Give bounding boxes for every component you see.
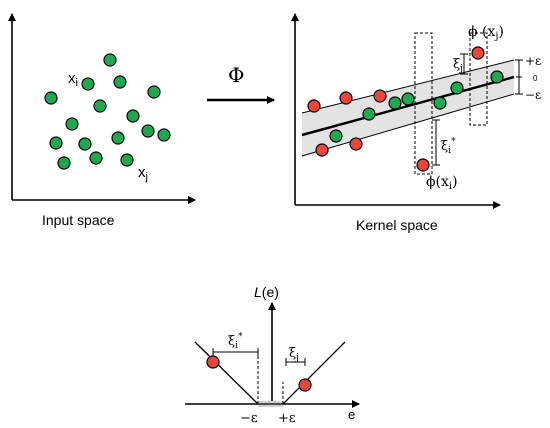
input-point <box>111 131 125 145</box>
red-point <box>349 137 363 151</box>
input-point <box>89 151 103 165</box>
label-zero: 0 <box>533 74 538 83</box>
green-point <box>401 92 415 106</box>
input-point <box>65 117 79 131</box>
label-minus-eps: −ε <box>525 88 541 102</box>
label-xi-i-star: ξi* <box>441 137 456 156</box>
dashed-box-xi <box>414 32 433 175</box>
green-point <box>329 129 343 143</box>
tube-lower-boundary <box>301 93 515 157</box>
green-point <box>490 70 504 84</box>
input-point <box>93 99 107 113</box>
red-point <box>373 89 387 103</box>
regression-line <box>301 75 515 137</box>
loss-ylabel: L(e) <box>254 284 279 300</box>
xi-i-star-bracket <box>432 119 440 166</box>
loss-label-xi-j: ξj <box>289 346 299 363</box>
loss-label-plus-eps: +ε <box>278 411 296 426</box>
loss-xi-i-star-bracket <box>212 348 259 356</box>
loss-red-point-right <box>298 378 312 392</box>
red-point-xj <box>471 46 485 60</box>
dashed-box-xj <box>469 32 488 126</box>
tube-upper-boundary <box>301 59 515 114</box>
red-point <box>307 99 321 113</box>
input-point <box>57 156 71 170</box>
kernel-space-title: Kernel space <box>356 217 438 233</box>
input-space-title: Input space <box>42 212 115 228</box>
red-point <box>315 143 329 157</box>
loss-label-xi-i-star: ξi* <box>228 332 243 351</box>
red-point <box>339 91 353 105</box>
green-point <box>433 96 447 110</box>
loss-label-minus-eps: −ε <box>240 411 258 426</box>
loss-curve <box>194 341 346 405</box>
input-point <box>113 75 127 89</box>
input-space-panel: xi xj Input space <box>8 13 196 228</box>
input-point <box>120 153 134 167</box>
xi-j-bracket <box>460 53 468 75</box>
label-plus-eps: +ε <box>525 54 541 68</box>
input-point <box>49 136 63 150</box>
green-point <box>362 107 376 121</box>
kernel-points <box>307 46 504 172</box>
label-phi-xj: ϕ (xj) <box>468 24 504 42</box>
input-points <box>44 53 171 170</box>
loss-xi-j-bracket <box>285 358 306 366</box>
label-xi: xi <box>68 70 78 89</box>
epsilon-scale <box>515 59 523 95</box>
phi-mapping-symbol: Φ <box>228 63 244 87</box>
green-point <box>450 81 464 95</box>
input-point <box>81 77 95 91</box>
input-point <box>147 85 161 99</box>
mapping-arrow: Φ <box>207 63 275 104</box>
label-phi-xi: ϕ(xi) <box>426 174 458 192</box>
input-point <box>141 124 155 138</box>
label-xj: xj <box>138 164 148 183</box>
input-point <box>44 91 58 105</box>
input-point <box>103 53 117 67</box>
input-point <box>126 109 140 123</box>
kernel-space-panel: ξj ξi* +ε 0 −ε ϕ (xj) ϕ(xi) Kernel space <box>291 13 541 233</box>
label-xi-j: ξj <box>453 57 463 74</box>
red-point-xi <box>416 158 430 172</box>
input-point <box>157 128 171 142</box>
input-point <box>78 137 92 151</box>
loss-xlabel: e <box>348 407 355 422</box>
green-point <box>388 96 402 110</box>
loss-red-point-left <box>206 355 220 369</box>
loss-function-panel: ξi* ξj L(e) e −ε +ε <box>185 284 360 426</box>
